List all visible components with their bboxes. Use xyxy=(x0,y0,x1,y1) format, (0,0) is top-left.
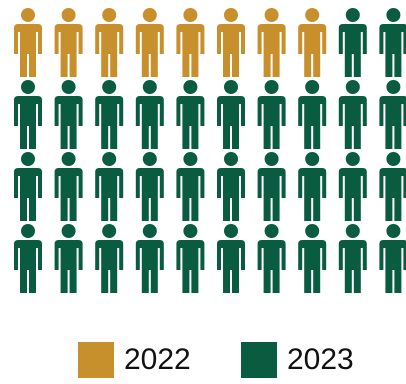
legend-label-2022: 2022 xyxy=(124,343,191,376)
person-icon-2023-40 xyxy=(379,224,406,293)
person-icon-2023-13 xyxy=(95,80,124,149)
person-icon-2022-4 xyxy=(135,8,164,77)
person-icon-2023-36 xyxy=(217,224,245,293)
person-icon-2023-21 xyxy=(14,152,42,221)
legend-swatch-2023 xyxy=(241,342,277,378)
person-icon-2023-30 xyxy=(379,152,406,221)
person-icon-2023-34 xyxy=(135,224,164,293)
person-icon-2023-24 xyxy=(135,152,164,221)
person-icon-2023-37 xyxy=(257,224,286,293)
legend-item-2022: 2022 xyxy=(78,340,191,380)
person-icon-2023-26 xyxy=(217,152,245,221)
person-icon-2023-19 xyxy=(338,80,367,149)
person-icon-2023-38 xyxy=(298,224,327,293)
person-icon-2023-35 xyxy=(176,224,205,293)
person-icon-2022-5 xyxy=(176,8,205,77)
person-icon-2023-9 xyxy=(338,8,367,77)
person-icon-2023-27 xyxy=(257,152,286,221)
person-icon-2023-22 xyxy=(54,152,83,221)
person-icon-2023-32 xyxy=(54,224,83,293)
pictogram-chart xyxy=(14,8,406,293)
person-icon-2023-33 xyxy=(95,224,124,293)
person-icon-2023-39 xyxy=(338,224,367,293)
person-icon-2022-1 xyxy=(14,8,42,77)
person-icon-2023-17 xyxy=(257,80,286,149)
legend-label-2023: 2023 xyxy=(287,343,354,376)
person-icon-2023-15 xyxy=(176,80,205,149)
person-icon-2023-25 xyxy=(176,152,205,221)
person-icon-2023-12 xyxy=(54,80,83,149)
person-icon-2023-23 xyxy=(95,152,124,221)
legend-item-2023: 2023 xyxy=(241,340,354,380)
person-icon-2022-8 xyxy=(298,8,327,77)
person-icon-2023-14 xyxy=(135,80,164,149)
person-icon-2023-10 xyxy=(379,8,406,77)
person-icon-2023-16 xyxy=(217,80,245,149)
person-icon-2023-29 xyxy=(338,152,367,221)
person-icon-2023-18 xyxy=(298,80,327,149)
person-icon-2023-11 xyxy=(14,80,42,149)
person-icon-2023-28 xyxy=(298,152,327,221)
person-icon-2023-20 xyxy=(379,80,406,149)
person-icon-2022-7 xyxy=(257,8,286,77)
person-icon-2022-6 xyxy=(217,8,245,77)
legend-swatch-2022 xyxy=(78,342,114,378)
person-icon-2023-31 xyxy=(14,224,42,293)
person-icon-2022-3 xyxy=(95,8,124,77)
person-icon-2022-2 xyxy=(54,8,83,77)
